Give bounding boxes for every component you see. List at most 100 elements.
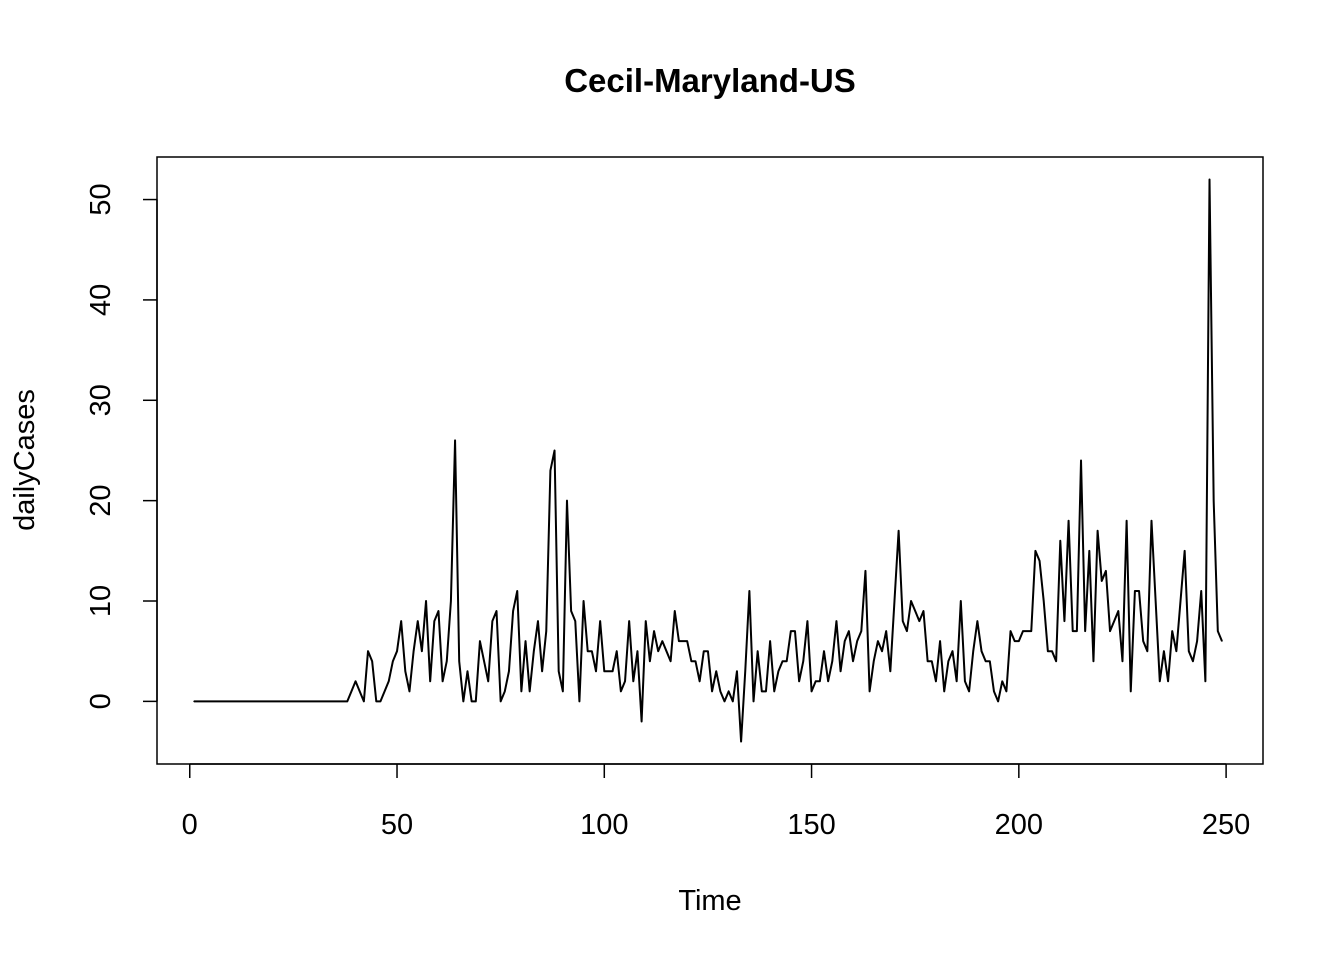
data-point xyxy=(276,700,278,702)
data-point xyxy=(1101,580,1103,582)
data-point xyxy=(889,670,891,672)
data-point xyxy=(1117,610,1119,612)
data-point xyxy=(935,680,937,682)
data-point xyxy=(562,690,564,692)
data-point xyxy=(947,660,949,662)
data-point xyxy=(711,690,713,692)
data-point xyxy=(611,670,614,672)
data-point xyxy=(587,650,589,652)
data-point xyxy=(943,690,945,692)
data-point xyxy=(960,600,962,602)
data-point xyxy=(1026,630,1028,632)
data-point xyxy=(761,690,763,692)
data-point xyxy=(1221,640,1223,642)
data-point xyxy=(902,620,904,622)
data-point xyxy=(873,660,875,662)
data-point xyxy=(404,670,406,672)
data-point xyxy=(645,620,647,622)
data-point xyxy=(641,720,643,723)
data-point xyxy=(417,620,419,622)
data-point xyxy=(222,700,224,702)
data-point xyxy=(238,700,241,702)
data-point xyxy=(1163,650,1165,652)
data-point xyxy=(193,700,195,702)
data-point xyxy=(985,660,987,662)
data-point xyxy=(1047,650,1049,652)
data-point xyxy=(209,700,212,702)
data-point xyxy=(259,700,261,702)
data-point xyxy=(769,640,771,642)
data-point xyxy=(798,680,800,682)
data-point xyxy=(682,640,684,642)
data-point xyxy=(383,690,386,692)
data-point xyxy=(877,640,879,642)
data-point xyxy=(786,660,788,662)
data-point xyxy=(400,620,402,622)
data-point xyxy=(442,680,444,682)
data-point xyxy=(1080,459,1082,462)
data-point xyxy=(595,670,597,672)
data-point xyxy=(545,630,547,632)
data-point xyxy=(732,700,734,702)
data-point xyxy=(906,630,908,632)
data-point xyxy=(433,620,435,622)
data-point xyxy=(835,620,838,622)
x-tick-label: 200 xyxy=(995,809,1043,841)
data-point xyxy=(553,449,556,452)
data-point xyxy=(1175,650,1177,652)
y-tick-label: 40 xyxy=(85,284,117,316)
data-point xyxy=(321,700,323,702)
chart-title: Cecil-Maryland-US xyxy=(564,62,856,99)
data-point xyxy=(976,620,978,622)
data-point xyxy=(582,600,585,602)
data-point xyxy=(927,660,929,662)
x-tick-label: 150 xyxy=(787,809,835,841)
data-point xyxy=(1150,520,1153,522)
data-point xyxy=(898,530,900,532)
data-point xyxy=(396,650,398,652)
data-point xyxy=(346,700,348,702)
data-point xyxy=(1034,550,1037,552)
data-point xyxy=(968,690,970,692)
data-point xyxy=(599,620,601,622)
data-point xyxy=(533,650,535,652)
data-point xyxy=(918,620,920,622)
data-point xyxy=(205,700,207,702)
data-point xyxy=(1084,630,1086,632)
data-point xyxy=(296,700,299,702)
data-point xyxy=(827,680,829,682)
data-point xyxy=(1217,630,1219,632)
data-point xyxy=(197,700,199,702)
data-point xyxy=(653,630,655,632)
data-point xyxy=(956,680,958,682)
data-point xyxy=(549,469,552,472)
data-point xyxy=(1155,600,1157,602)
data-point xyxy=(301,700,303,702)
data-point xyxy=(437,610,440,612)
data-point xyxy=(272,700,274,702)
data-point xyxy=(591,650,593,652)
data-point xyxy=(719,690,721,692)
data-point xyxy=(864,570,867,572)
data-point xyxy=(570,610,572,612)
data-point xyxy=(686,640,688,642)
data-point xyxy=(1018,640,1020,642)
data-point xyxy=(1179,600,1182,602)
data-point xyxy=(844,640,846,642)
data-point xyxy=(1200,590,1202,592)
data-point xyxy=(359,690,361,692)
y-tick-label: 0 xyxy=(85,693,117,709)
data-point xyxy=(342,700,344,702)
data-point xyxy=(292,700,294,702)
data-point xyxy=(354,680,357,682)
data-point xyxy=(728,690,730,692)
data-point xyxy=(334,700,336,702)
data-point xyxy=(989,660,991,662)
data-point xyxy=(922,610,925,612)
data-point xyxy=(665,650,668,652)
data-point xyxy=(458,660,460,662)
data-point xyxy=(483,660,485,662)
data-point xyxy=(1076,630,1078,632)
data-point xyxy=(649,660,651,662)
data-point xyxy=(367,650,369,652)
